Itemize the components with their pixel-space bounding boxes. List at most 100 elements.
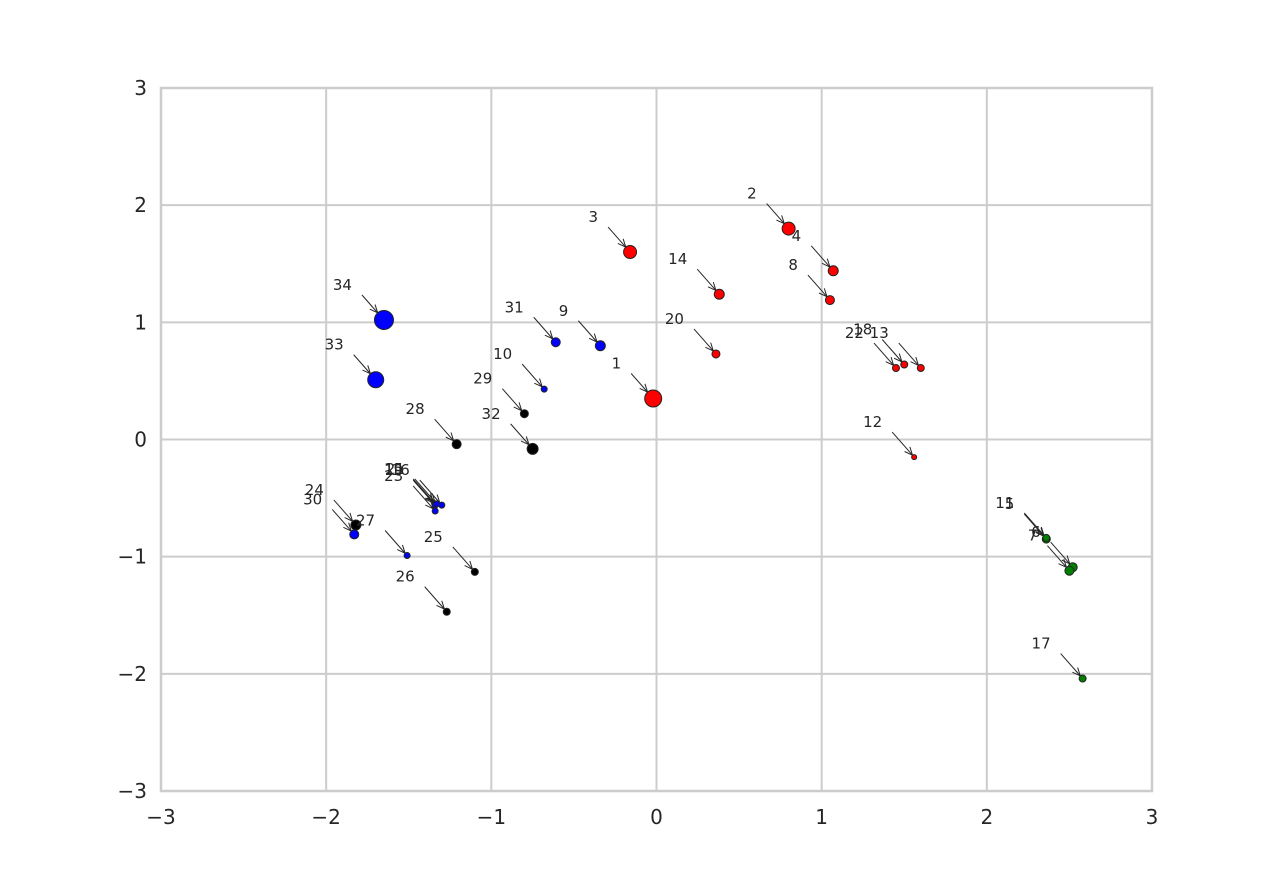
point-label: 29	[473, 370, 492, 388]
scatter-point-26	[442, 607, 451, 616]
annotation-arrow	[898, 342, 919, 366]
point-label: 34	[333, 276, 352, 294]
scatter-point-21	[433, 500, 441, 508]
point-labels: 1234567891011121314151617181920212223242…	[303, 185, 1050, 653]
point-label: 12	[863, 413, 882, 431]
annotation-arrow	[693, 328, 714, 352]
annotation-arrow	[353, 354, 371, 375]
point-label: 33	[325, 336, 344, 354]
annotation-arrow	[414, 478, 436, 503]
grid-layer	[160, 87, 1153, 792]
y-tick-label: 0	[134, 428, 147, 452]
x-tick-label: −1	[477, 805, 506, 829]
annotation-arrow	[533, 316, 554, 340]
point-label: 16	[391, 461, 410, 479]
point-label: 5	[1005, 495, 1015, 513]
scatter-point-27	[403, 551, 411, 559]
scatter-point-3	[623, 245, 638, 260]
scatter-point-17	[1078, 674, 1087, 683]
y-tick-label: 1	[134, 310, 147, 334]
annotation-arrow	[521, 363, 543, 388]
point-label: 22	[845, 324, 864, 342]
scatter-point-28	[451, 439, 462, 450]
annotation-arrow	[766, 203, 785, 225]
data-points	[349, 221, 1087, 683]
point-label: 20	[665, 310, 684, 328]
y-tick-label: 3	[134, 76, 147, 100]
scatter-point-1	[644, 389, 663, 408]
scatter-point-2	[781, 221, 796, 236]
scatter-point-9	[594, 340, 606, 352]
point-label: 24	[305, 481, 324, 499]
scatter-point-12	[911, 454, 918, 461]
scatter-point-31	[550, 337, 561, 348]
scatter-point-4	[827, 265, 839, 277]
annotation-arrow	[384, 530, 406, 554]
annotation-arrow	[424, 586, 445, 610]
point-label: 4	[792, 227, 802, 245]
point-label: 2	[747, 185, 757, 203]
point-label: 14	[668, 250, 687, 268]
scatter-point-33	[367, 371, 385, 389]
annotation-arrow	[630, 373, 648, 393]
scatter-point-7	[1064, 565, 1075, 576]
point-label: 23	[384, 467, 403, 485]
point-label: 15	[384, 460, 403, 478]
x-tick-label: 0	[650, 805, 663, 829]
annotation-arrow	[873, 342, 895, 366]
annotation-arrow	[412, 478, 434, 503]
x-tick-label: 3	[1146, 805, 1159, 829]
annotation-arrow	[891, 431, 913, 456]
point-label: 10	[493, 345, 512, 363]
annotation-arrow	[419, 479, 441, 504]
point-label: 17	[1032, 635, 1051, 653]
annotation-arrow	[577, 320, 598, 343]
point-label: 11	[995, 494, 1014, 512]
annotation-arrow	[696, 268, 717, 291]
scatter-point-34	[373, 309, 394, 330]
scatter-point-30	[349, 529, 360, 540]
annotation-arrow	[1050, 541, 1071, 565]
x-tick-label: 2	[980, 805, 993, 829]
annotation-arrow	[501, 388, 523, 412]
annotation-arrow	[412, 485, 434, 510]
annotation-arrow	[331, 509, 352, 532]
point-label: 30	[303, 490, 322, 508]
y-tick-label: −2	[118, 662, 147, 686]
scatter-point-8	[824, 295, 835, 306]
point-label: 19	[384, 461, 403, 479]
point-label: 28	[406, 400, 425, 418]
annotation-arrow	[810, 245, 831, 268]
scatter-point-20	[711, 349, 721, 359]
x-tick-label: −2	[311, 805, 340, 829]
point-label: 27	[356, 511, 375, 529]
scatter-point-25	[470, 567, 479, 576]
point-label: 21	[386, 460, 405, 478]
x-tick-label: −3	[146, 805, 175, 829]
scatter-point-22	[891, 364, 900, 373]
point-label: 18	[853, 321, 872, 339]
annotation-arrow	[1023, 512, 1045, 536]
point-label: 7	[1028, 527, 1038, 545]
point-label: 9	[559, 302, 569, 320]
scatter-point-10	[540, 385, 548, 393]
point-label: 31	[505, 298, 524, 316]
point-label: 25	[424, 528, 443, 546]
scatter-point-23	[431, 507, 439, 515]
plot-frame	[159, 86, 1154, 793]
scatter-point-18	[900, 360, 909, 369]
point-label: 6	[1031, 523, 1041, 541]
point-label: 26	[396, 568, 415, 586]
annotation-arrow	[333, 499, 353, 522]
point-label: 1	[612, 354, 622, 372]
point-label: 3	[589, 208, 599, 226]
scatter-point-32	[526, 442, 539, 455]
y-tick-label: −1	[118, 545, 147, 569]
scatter-point-11	[1042, 533, 1051, 542]
annotation-arrow	[881, 339, 903, 363]
y-tick-label: 2	[134, 193, 147, 217]
x-tick-label: 1	[815, 805, 828, 829]
annotation-arrow	[361, 294, 379, 314]
